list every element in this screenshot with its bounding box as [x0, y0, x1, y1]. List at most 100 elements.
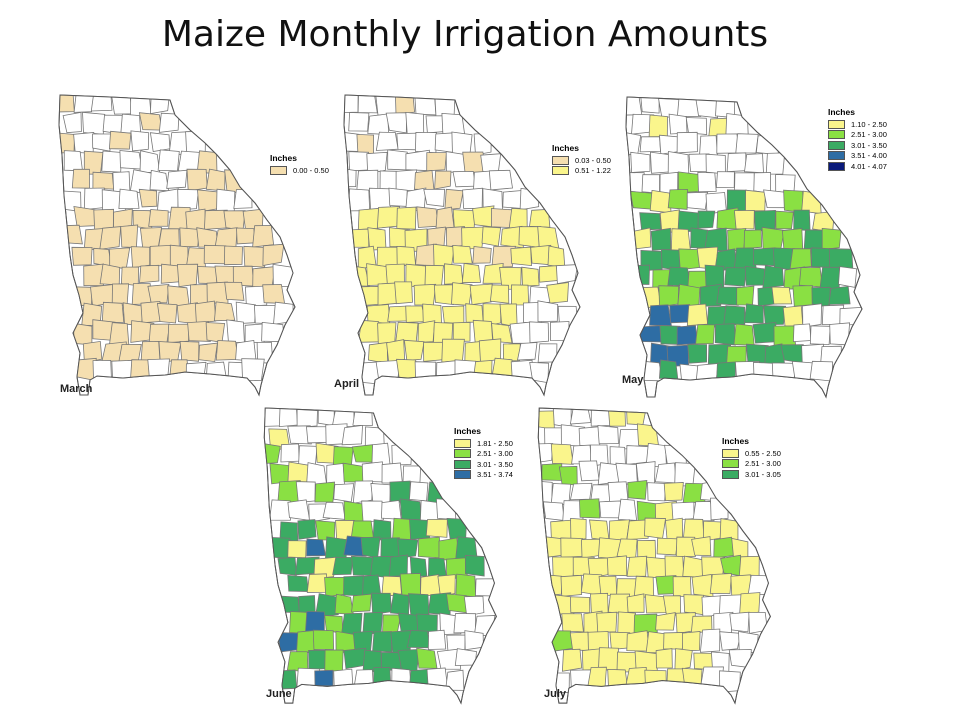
county — [139, 150, 161, 174]
county — [343, 500, 365, 523]
county — [130, 246, 151, 269]
county — [167, 323, 190, 344]
county — [716, 361, 737, 383]
county — [262, 243, 285, 266]
county — [332, 556, 354, 576]
county — [658, 359, 679, 380]
legend-range-label: 0.55 - 2.50 — [745, 448, 781, 458]
county — [385, 112, 408, 134]
county — [425, 518, 448, 538]
county — [315, 520, 336, 541]
county — [538, 410, 555, 430]
county — [241, 358, 265, 382]
legend-swatch — [828, 140, 845, 150]
county — [287, 461, 309, 484]
county-grid — [264, 408, 497, 691]
legend-swatch — [552, 166, 569, 176]
county — [719, 631, 742, 651]
county — [616, 538, 638, 559]
county — [262, 284, 286, 304]
county — [729, 611, 750, 633]
county — [287, 499, 311, 521]
county — [539, 265, 560, 283]
county — [607, 408, 626, 427]
county — [352, 630, 373, 651]
legend-swatch — [454, 459, 471, 469]
county — [111, 283, 130, 306]
county — [658, 285, 680, 308]
county — [674, 648, 693, 671]
county — [101, 150, 122, 173]
legend-range-label: 2.51 - 3.00 — [745, 459, 781, 469]
legend-entry: 3.01 - 3.50 — [828, 140, 887, 151]
county — [472, 205, 495, 228]
county — [130, 130, 150, 152]
county — [361, 461, 384, 483]
county — [558, 466, 578, 486]
georgia-county-map — [263, 407, 497, 705]
county — [324, 649, 344, 672]
county — [670, 228, 691, 252]
county — [186, 168, 208, 192]
legend-entry: 3.01 - 3.05 — [722, 469, 781, 480]
county — [194, 300, 217, 324]
county — [348, 112, 370, 132]
county — [414, 361, 437, 385]
county — [461, 226, 485, 250]
county — [491, 323, 513, 344]
county — [510, 284, 530, 306]
legend-title: Inches — [270, 153, 297, 163]
county — [341, 424, 363, 446]
county — [396, 206, 417, 230]
legend-entry: 2.51 - 3.00 — [828, 130, 887, 141]
county — [413, 283, 437, 306]
county — [630, 151, 651, 173]
county — [681, 667, 703, 690]
legend-range-label: 3.51 - 4.00 — [851, 151, 887, 161]
legend-entry: 3.01 - 3.50 — [454, 459, 513, 470]
county — [158, 112, 180, 133]
county — [569, 631, 591, 651]
county — [739, 592, 761, 615]
county — [442, 305, 465, 325]
county — [664, 555, 685, 579]
county — [391, 442, 413, 466]
legend-range-label: 3.51 - 3.74 — [477, 470, 513, 480]
county — [61, 224, 83, 245]
county — [149, 95, 170, 115]
county-grid — [538, 408, 771, 693]
county — [667, 266, 692, 287]
county — [394, 281, 413, 305]
county — [649, 189, 672, 214]
legend-swatch — [552, 155, 569, 165]
county — [243, 245, 268, 268]
county — [736, 285, 755, 306]
county — [469, 283, 493, 306]
county — [295, 481, 316, 503]
county — [313, 556, 337, 580]
county — [426, 152, 447, 172]
county — [686, 191, 709, 210]
county — [343, 575, 364, 597]
county — [596, 611, 618, 633]
county — [550, 321, 570, 342]
county — [809, 325, 831, 346]
county — [185, 208, 206, 231]
state-border — [625, 96, 863, 399]
county — [92, 133, 112, 152]
county — [334, 593, 354, 615]
county — [434, 95, 456, 117]
georgia-county-map — [625, 96, 863, 399]
legend-range-label: 4.01 - 4.07 — [851, 161, 887, 171]
county — [108, 130, 132, 150]
county — [451, 282, 473, 306]
county — [390, 630, 412, 653]
county — [437, 574, 456, 597]
map-legend: Inches 0.00 - 0.50 — [270, 153, 329, 176]
legend-entry: 4.01 - 4.07 — [828, 161, 887, 172]
county — [82, 111, 106, 135]
county — [676, 131, 698, 154]
county — [733, 209, 755, 230]
county — [273, 301, 294, 325]
georgia-county-map — [343, 94, 581, 397]
